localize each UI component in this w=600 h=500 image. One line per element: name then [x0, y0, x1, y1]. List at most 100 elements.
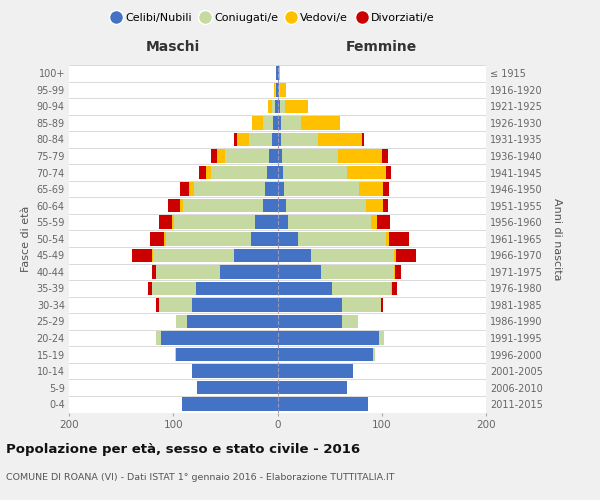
- Bar: [277, 232, 298, 245]
- Bar: [217, 149, 226, 163]
- Bar: [158, 298, 192, 312]
- Bar: [391, 282, 392, 295]
- Bar: [176, 314, 187, 328]
- Bar: [277, 199, 286, 212]
- Bar: [277, 182, 284, 196]
- Bar: [281, 116, 301, 130]
- Bar: [277, 216, 288, 229]
- Bar: [263, 116, 274, 130]
- Bar: [152, 282, 196, 295]
- Bar: [254, 216, 277, 229]
- Bar: [155, 298, 158, 312]
- Bar: [342, 314, 358, 328]
- Bar: [234, 132, 237, 146]
- Bar: [382, 149, 388, 163]
- Bar: [196, 282, 277, 295]
- Bar: [206, 166, 211, 179]
- Bar: [277, 116, 281, 130]
- Bar: [182, 199, 263, 212]
- Bar: [342, 298, 381, 312]
- Bar: [182, 398, 277, 411]
- Bar: [151, 232, 164, 245]
- Bar: [237, 132, 250, 146]
- Bar: [397, 248, 416, 262]
- Bar: [366, 199, 383, 212]
- Bar: [394, 265, 395, 278]
- Bar: [220, 265, 277, 278]
- Bar: [189, 182, 194, 196]
- Bar: [392, 282, 397, 295]
- Bar: [371, 216, 377, 229]
- Bar: [321, 265, 394, 278]
- Bar: [277, 66, 278, 80]
- Bar: [318, 132, 362, 146]
- Bar: [152, 265, 155, 278]
- Bar: [277, 83, 278, 96]
- Bar: [154, 248, 234, 262]
- Bar: [277, 166, 283, 179]
- Bar: [148, 282, 152, 295]
- Bar: [226, 149, 269, 163]
- Bar: [174, 216, 254, 229]
- Text: Popolazione per età, sesso e stato civile - 2016: Popolazione per età, sesso e stato civil…: [6, 442, 360, 456]
- Bar: [268, 100, 272, 113]
- Bar: [283, 166, 347, 179]
- Bar: [211, 166, 267, 179]
- Bar: [381, 298, 383, 312]
- Y-axis label: Anni di nascita: Anni di nascita: [553, 198, 562, 280]
- Bar: [161, 332, 277, 345]
- Bar: [194, 182, 265, 196]
- Bar: [234, 248, 277, 262]
- Bar: [277, 398, 368, 411]
- Bar: [166, 232, 251, 245]
- Bar: [152, 248, 154, 262]
- Bar: [263, 199, 277, 212]
- Text: Maschi: Maschi: [146, 40, 200, 54]
- Bar: [280, 83, 286, 96]
- Bar: [281, 149, 338, 163]
- Bar: [285, 100, 308, 113]
- Text: Femmine: Femmine: [346, 40, 418, 54]
- Bar: [394, 248, 397, 262]
- Bar: [395, 265, 401, 278]
- Bar: [332, 282, 391, 295]
- Bar: [278, 66, 280, 80]
- Bar: [211, 149, 217, 163]
- Bar: [284, 182, 359, 196]
- Legend: Celibi/Nubili, Coniugati/e, Vedovi/e, Divorziati/e: Celibi/Nubili, Coniugati/e, Vedovi/e, Di…: [107, 8, 439, 28]
- Bar: [192, 298, 277, 312]
- Bar: [158, 216, 172, 229]
- Bar: [362, 132, 364, 146]
- Bar: [386, 232, 389, 245]
- Bar: [274, 116, 277, 130]
- Bar: [311, 248, 394, 262]
- Bar: [253, 116, 263, 130]
- Bar: [278, 83, 280, 96]
- Bar: [277, 364, 353, 378]
- Bar: [269, 149, 277, 163]
- Bar: [286, 199, 366, 212]
- Bar: [277, 149, 281, 163]
- Bar: [176, 348, 277, 362]
- Bar: [288, 216, 371, 229]
- Bar: [277, 132, 281, 146]
- Bar: [379, 332, 384, 345]
- Bar: [164, 232, 166, 245]
- Bar: [377, 216, 390, 229]
- Bar: [298, 232, 386, 245]
- Bar: [192, 364, 277, 378]
- Bar: [265, 182, 277, 196]
- Bar: [275, 100, 277, 113]
- Bar: [277, 381, 347, 394]
- Bar: [338, 149, 382, 163]
- Bar: [277, 265, 321, 278]
- Bar: [359, 182, 383, 196]
- Bar: [277, 282, 332, 295]
- Bar: [277, 348, 373, 362]
- Bar: [179, 182, 189, 196]
- Bar: [373, 348, 376, 362]
- Bar: [277, 248, 311, 262]
- Bar: [199, 166, 206, 179]
- Bar: [280, 100, 285, 113]
- Bar: [277, 100, 280, 113]
